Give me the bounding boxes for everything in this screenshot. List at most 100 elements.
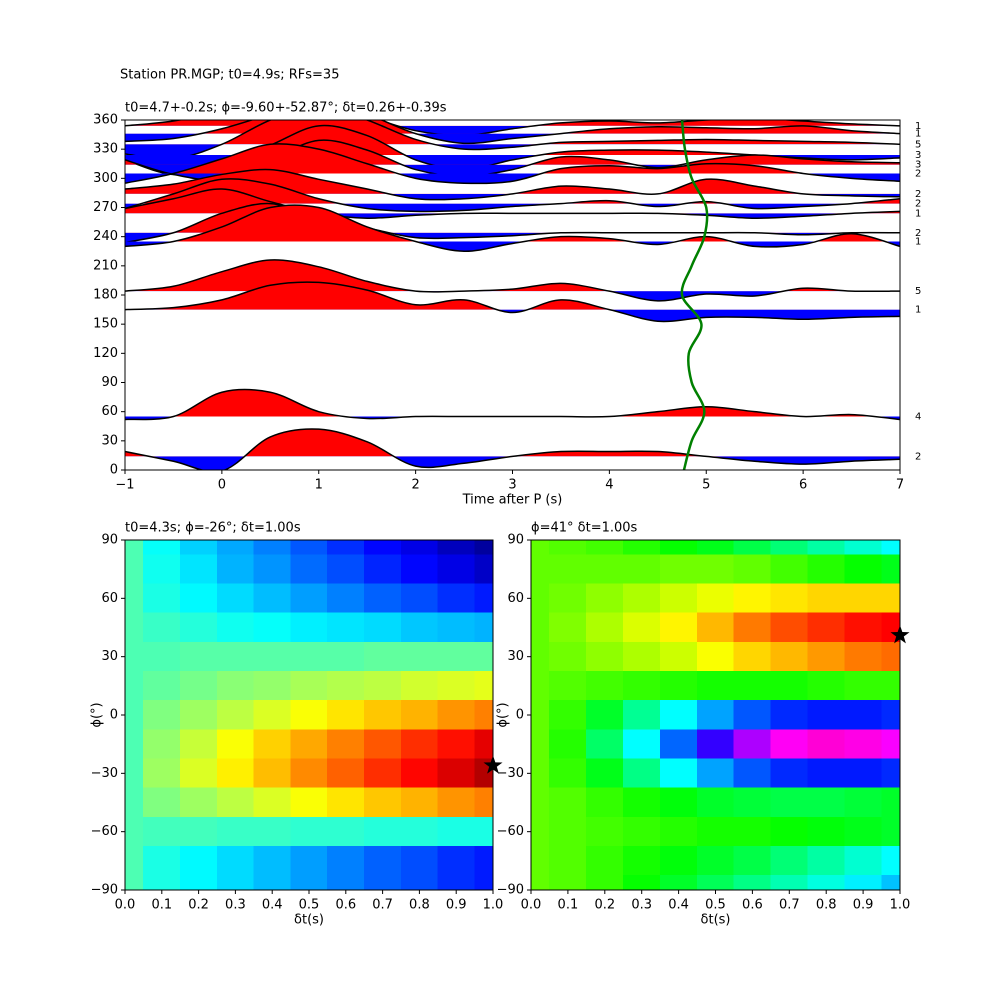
heatmap-cell — [143, 583, 181, 614]
heatmap-cell — [807, 875, 846, 890]
positive-fill — [125, 428, 707, 457]
y-axis-label: ϕ(°) — [496, 702, 511, 727]
heatmap-cell — [437, 816, 476, 847]
figure-title: Station PR.MGP; t0=4.9s; RFs=35 — [120, 68, 339, 83]
heatmap-cell — [474, 875, 493, 890]
heatmap-cell — [844, 612, 883, 643]
heatmap-cell — [881, 758, 900, 789]
positive-fill — [125, 143, 900, 174]
heatmap-cell — [253, 554, 292, 585]
heatmap-cell — [623, 758, 661, 789]
heatmap-cell — [586, 787, 624, 818]
heatmap-cell — [770, 700, 809, 731]
heatmap-cell — [437, 787, 476, 818]
heatmap-cell — [363, 554, 402, 585]
heatmap — [125, 540, 493, 890]
heatmap-cell — [363, 846, 402, 877]
y-tick-label: 270 — [93, 200, 118, 215]
heatmap-cell — [474, 612, 493, 643]
heatmap-cell — [290, 554, 329, 585]
heatmap-cell — [400, 641, 439, 672]
x-axis-label: δt(s) — [701, 913, 731, 928]
x-tick-label: 4 — [605, 478, 613, 493]
heatmap-cell — [770, 554, 809, 585]
heatmap-cell — [733, 671, 772, 702]
heatmap-cell — [733, 816, 772, 847]
count-label: 3 — [915, 160, 921, 171]
heatmap-cell — [807, 583, 846, 614]
heatmap-cell — [179, 875, 218, 890]
heatmap-cell — [696, 554, 735, 585]
y-tick-label: −60 — [497, 824, 524, 839]
heatmap-cell — [659, 875, 698, 890]
count-label: 2 — [915, 189, 921, 200]
x-tick-label: 1 — [315, 478, 323, 493]
heatmap-cell — [363, 641, 402, 672]
heatmap-cell — [844, 758, 883, 789]
trace-line — [125, 202, 900, 244]
heatmap-cell — [179, 729, 218, 760]
heatmap-cell — [586, 700, 624, 731]
heatmap-cell — [733, 875, 772, 890]
heatmap-cell — [733, 641, 772, 672]
heatmap-cell — [400, 875, 439, 890]
heatmap-cell — [696, 671, 735, 702]
heatmap-cell — [696, 846, 735, 877]
y-tick-label: 30 — [507, 649, 524, 664]
heatmap-cell — [696, 641, 735, 672]
heatmap-cell — [770, 583, 809, 614]
heatmap-cell — [143, 641, 181, 672]
heatmap-cell — [179, 787, 218, 818]
heatmap-cell — [216, 671, 255, 702]
heatmap-cell — [179, 846, 218, 877]
heatmap-cell — [586, 758, 624, 789]
heatmap-cell — [586, 846, 624, 877]
heatmap-cell — [290, 758, 329, 789]
heatmap-cell — [623, 787, 661, 818]
heatmap-cell — [844, 875, 883, 890]
negative-fill — [125, 173, 900, 184]
count-label: 3 — [915, 150, 921, 161]
y-tick-label: 120 — [93, 346, 118, 361]
heatmap-cell — [400, 583, 439, 614]
heatmap-cell — [696, 816, 735, 847]
heatmap-cell — [844, 729, 883, 760]
heatmap-cell — [143, 846, 181, 877]
heatmap-cell — [143, 729, 181, 760]
heatmap-cell — [623, 846, 661, 877]
heatmap-cell — [216, 787, 255, 818]
heatmap-cell — [770, 875, 809, 890]
heatmap-cell — [327, 583, 365, 614]
x-tick-label: 0.8 — [409, 898, 430, 913]
heatmap-cell — [844, 641, 883, 672]
heatmap-cell — [474, 554, 493, 585]
heatmap-cell — [623, 875, 661, 890]
y-axis-label: ϕ(°) — [90, 702, 105, 727]
heatmap-cell — [474, 729, 493, 760]
heatmap-cell — [327, 729, 365, 760]
heatmap-cell — [327, 671, 365, 702]
y-tick-label: 360 — [93, 113, 118, 128]
heatmap-cell — [253, 700, 292, 731]
heatmap-cell — [770, 641, 809, 672]
heatmap-cell — [327, 787, 365, 818]
heatmap-cell — [549, 671, 588, 702]
y-tick-label: −90 — [91, 883, 118, 898]
x-tick-label: 0.7 — [372, 898, 393, 913]
heatmap-cell — [659, 554, 698, 585]
x-axis-label: δt(s) — [294, 913, 324, 928]
heatmap-cell — [881, 846, 900, 877]
trace-line — [125, 168, 900, 201]
x-axis-label: Time after P (s) — [462, 493, 563, 508]
y-tick-label: 0 — [110, 463, 118, 478]
heatmap-cell — [400, 729, 439, 760]
x-tick-label: 0.5 — [705, 898, 726, 913]
heatmap-cell — [253, 816, 292, 847]
heatmap-cell — [659, 612, 698, 643]
heatmap-cell — [807, 846, 846, 877]
x-tick-label: 2 — [411, 478, 419, 493]
heatmap-cell — [474, 671, 493, 702]
heatmap-cell — [290, 671, 329, 702]
heatmap-cell — [623, 671, 661, 702]
